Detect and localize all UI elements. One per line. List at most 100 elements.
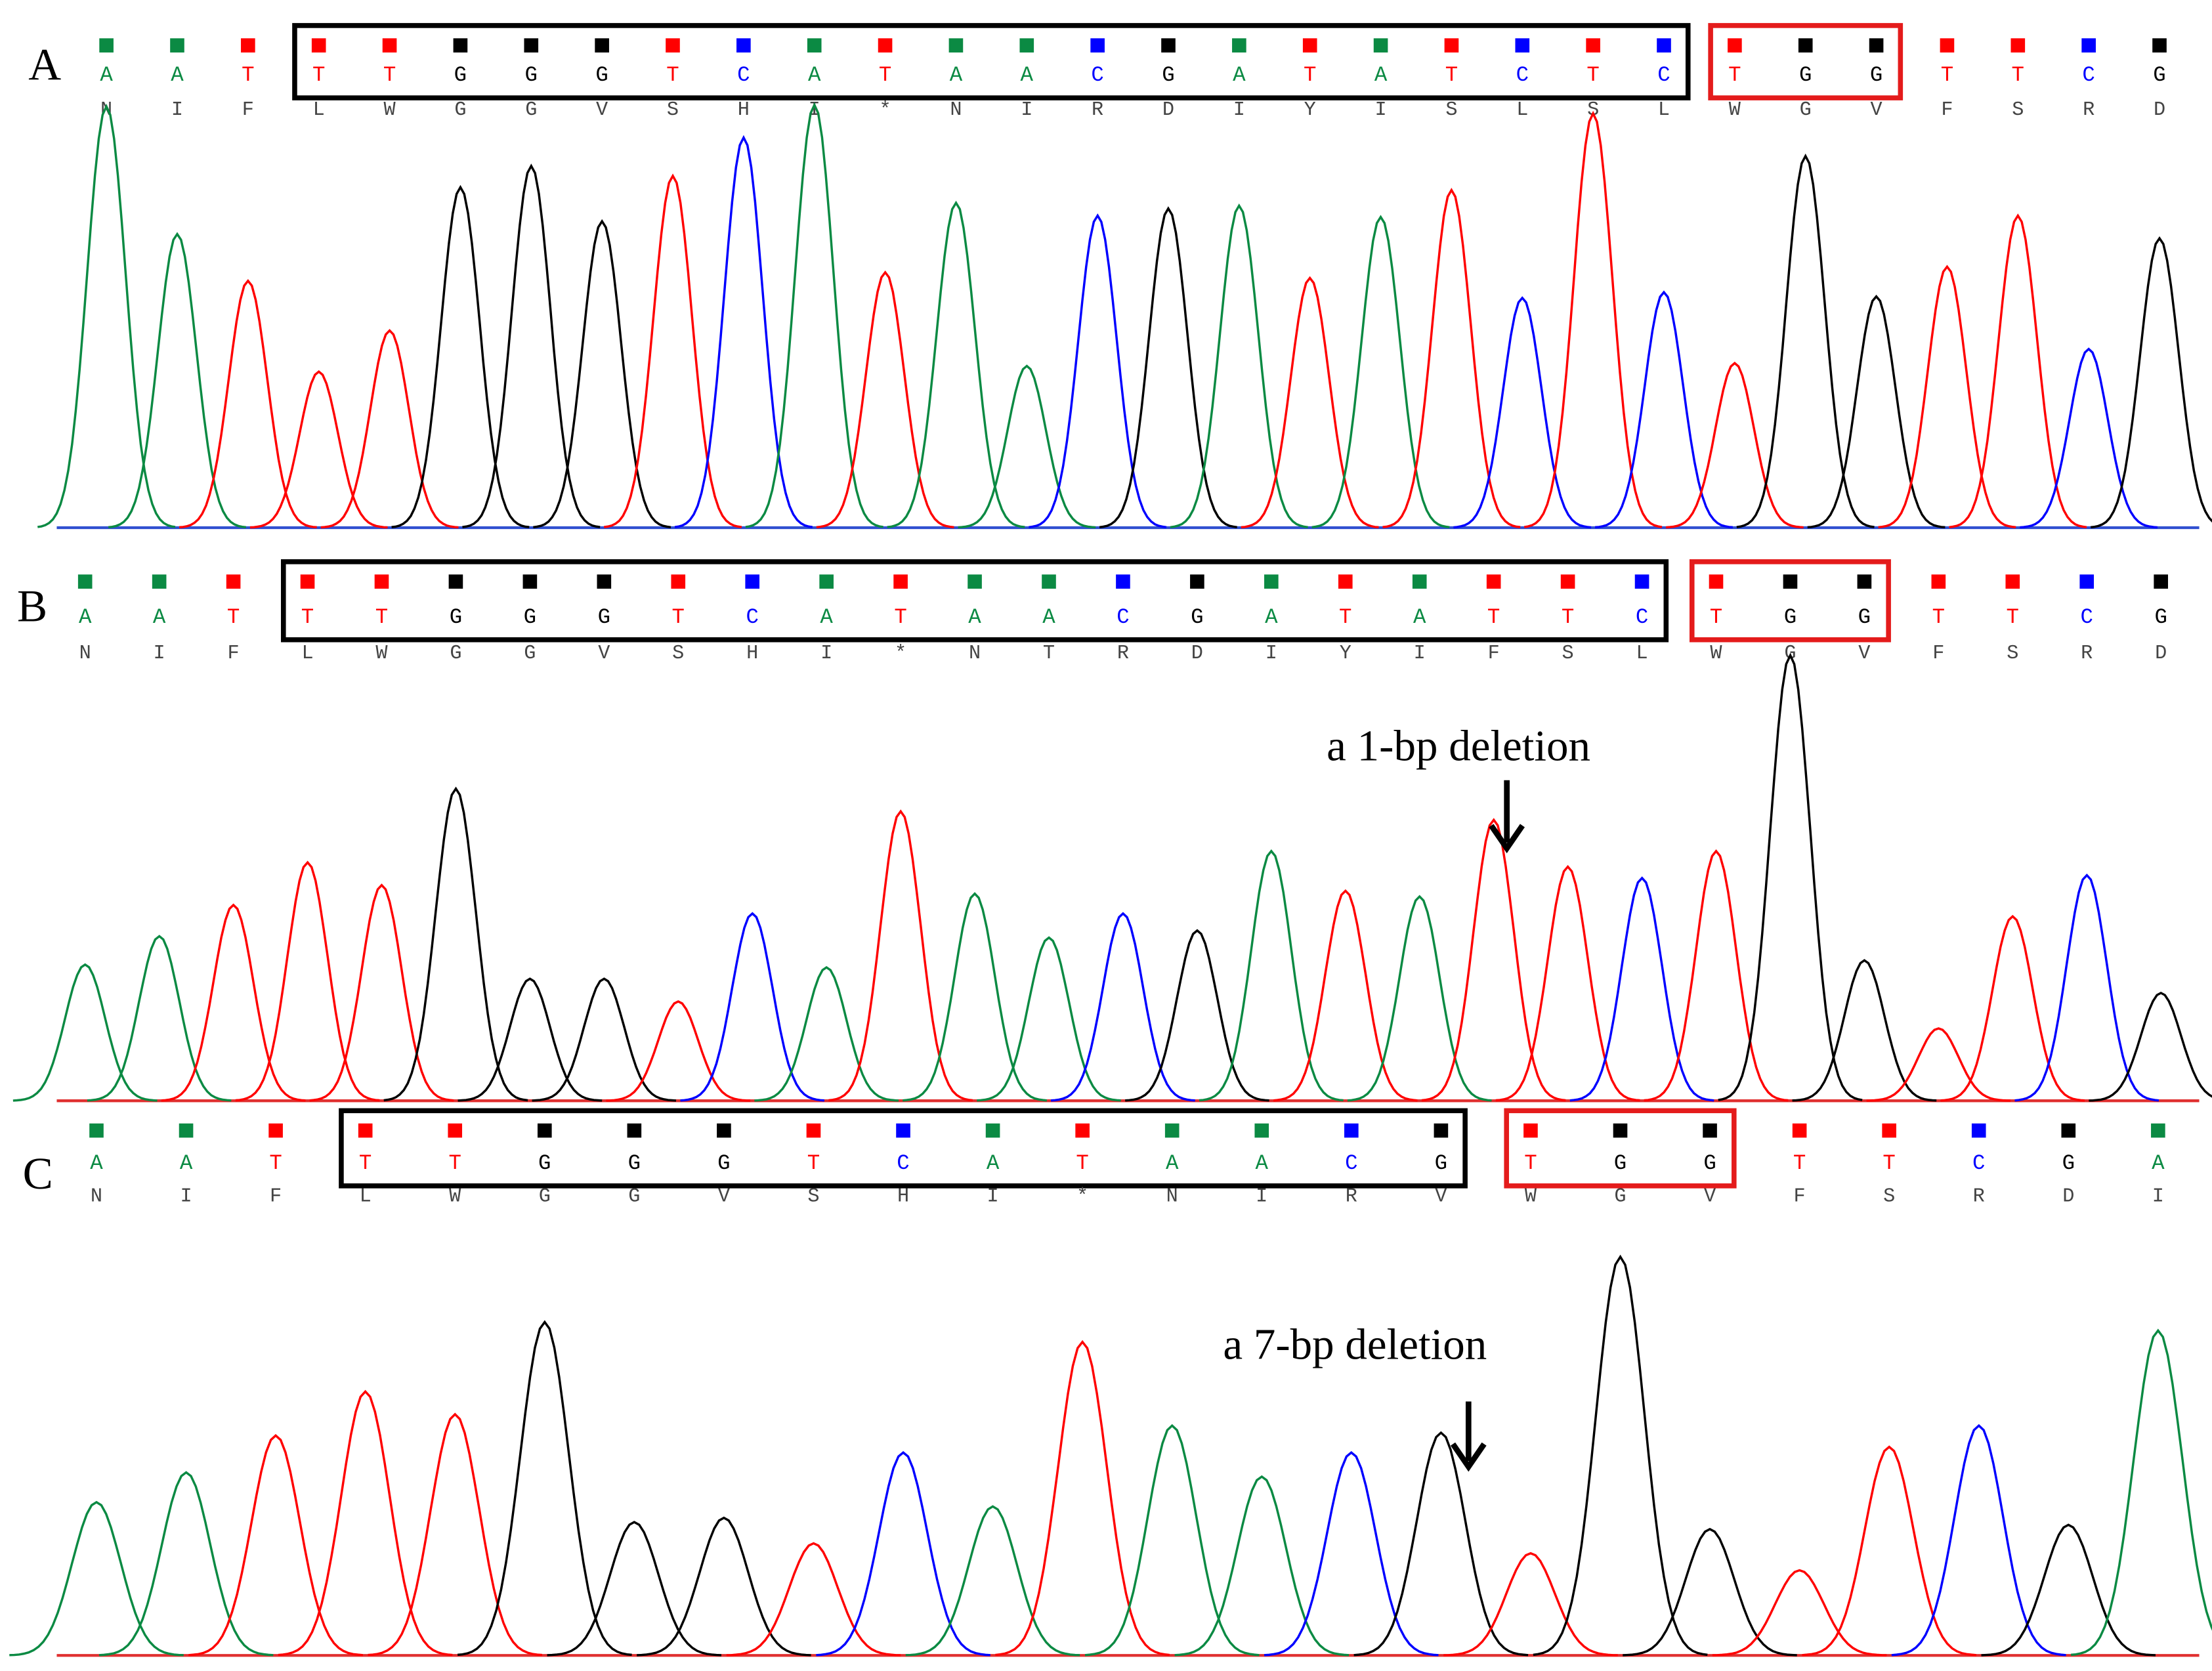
trace-peak xyxy=(1170,203,1308,529)
amino-acid: F xyxy=(1794,1186,1806,1208)
base-call-marker xyxy=(1798,38,1813,53)
base-call: T xyxy=(383,63,396,87)
base-call-marker xyxy=(374,574,389,589)
base-call: G xyxy=(595,63,608,87)
trace-peak xyxy=(1665,362,1804,529)
amino-acid: G xyxy=(525,99,537,121)
trace-peak xyxy=(905,1505,1080,1657)
trace-peak xyxy=(816,270,954,529)
base-call-marker xyxy=(2005,574,2020,589)
base-call-marker xyxy=(1709,574,1724,589)
pam-box xyxy=(1504,1108,1737,1189)
base-call-marker xyxy=(2151,1123,2165,1138)
base-call-marker xyxy=(878,38,893,53)
trace-peak xyxy=(1940,914,2085,1102)
trace-peak xyxy=(1099,206,1237,529)
target-box xyxy=(292,23,1691,100)
amino-acid: R xyxy=(1973,1186,1985,1208)
trace-peak xyxy=(903,892,1048,1102)
base-call: A xyxy=(171,63,184,87)
base-call: G xyxy=(524,605,536,629)
trace-peak xyxy=(1533,1254,1708,1657)
base-call: C xyxy=(1516,63,1529,87)
base-call-marker xyxy=(595,38,609,53)
base-call: G xyxy=(1703,1151,1716,1175)
amino-acid: D xyxy=(2155,643,2167,665)
trace-peak xyxy=(1594,290,1733,529)
base-call: T xyxy=(1586,63,1599,87)
trace-peak xyxy=(1051,912,1195,1102)
trace-peak xyxy=(745,102,883,528)
base-call: T xyxy=(1882,1151,1895,1175)
base-call-marker xyxy=(1232,38,1246,53)
base-call: T xyxy=(666,63,679,87)
base-call: T xyxy=(1941,63,1953,87)
amino-acid: F xyxy=(1932,643,1944,665)
trace-peak xyxy=(1949,213,2087,529)
trace-peak xyxy=(2070,1328,2212,1657)
base-call-marker xyxy=(537,1123,552,1138)
base-call-marker xyxy=(1075,1123,1090,1138)
base-call-marker xyxy=(1254,1123,1269,1138)
amino-acid: I xyxy=(987,1186,999,1208)
trace-peak xyxy=(1029,213,1167,529)
base-call-marker xyxy=(2061,1123,2076,1138)
base-call-marker xyxy=(666,38,680,53)
base-call: G xyxy=(1191,605,1203,629)
base-call: T xyxy=(1562,605,1574,629)
base-call: A xyxy=(1374,63,1388,87)
trace-peak xyxy=(1241,276,1379,529)
base-call: A xyxy=(820,605,833,629)
base-call-marker xyxy=(1940,38,1955,53)
base-call: G xyxy=(628,1151,641,1175)
base-call: A xyxy=(1233,63,1246,87)
trace-peak xyxy=(1347,895,1492,1102)
amino-acid: L xyxy=(301,643,313,665)
base-call-marker xyxy=(311,38,326,53)
trace-peak xyxy=(1802,1445,1977,1657)
base-call-marker xyxy=(1090,38,1105,53)
amino-acid: I xyxy=(1256,1186,1267,1208)
amino-acid: F xyxy=(228,643,240,665)
base-call-marker xyxy=(968,574,982,589)
trace-peak xyxy=(754,965,899,1102)
amino-acid: V xyxy=(718,1186,730,1208)
base-call-marker xyxy=(1523,1123,1538,1138)
base-call-marker xyxy=(1560,574,1575,589)
pam-box xyxy=(1689,559,1891,643)
amino-acid: I xyxy=(154,643,165,665)
trace-peak xyxy=(1712,1569,1887,1657)
amino-acid: F xyxy=(242,99,254,121)
base-call-marker xyxy=(2081,38,2096,53)
target-box xyxy=(281,559,1669,643)
base-call-marker xyxy=(1434,1123,1449,1138)
base-call-marker xyxy=(358,1123,373,1138)
trace-peak xyxy=(1644,849,1789,1102)
amino-acid: S xyxy=(672,643,684,665)
trace-peak xyxy=(1495,864,1640,1102)
panel-label: B xyxy=(17,581,47,631)
base-call: C xyxy=(1636,605,1648,629)
trace-peak xyxy=(161,903,306,1102)
amino-acid: W xyxy=(1729,99,1741,121)
amino-acid: G xyxy=(450,643,461,665)
amino-acid: I xyxy=(809,99,820,121)
annotation-arrowhead xyxy=(1450,1442,1487,1472)
trace-peak xyxy=(816,1450,990,1657)
trace-peak xyxy=(383,786,528,1102)
base-call-marker xyxy=(1190,574,1204,589)
trace-peak xyxy=(532,977,677,1102)
amino-acid: W xyxy=(1525,1186,1537,1208)
amino-acid: R xyxy=(2083,99,2095,121)
base-call: G xyxy=(454,63,467,87)
amino-acid: S xyxy=(1445,99,1457,121)
base-call-marker xyxy=(382,38,397,53)
trace-peak xyxy=(1807,295,1946,529)
base-call-marker xyxy=(2152,38,2167,53)
base-call: G xyxy=(1435,1151,1447,1175)
trace-peak xyxy=(606,1000,751,1102)
base-call-marker xyxy=(1703,1123,1717,1138)
base-call-marker xyxy=(1931,574,1946,589)
base-call-marker xyxy=(522,574,538,589)
